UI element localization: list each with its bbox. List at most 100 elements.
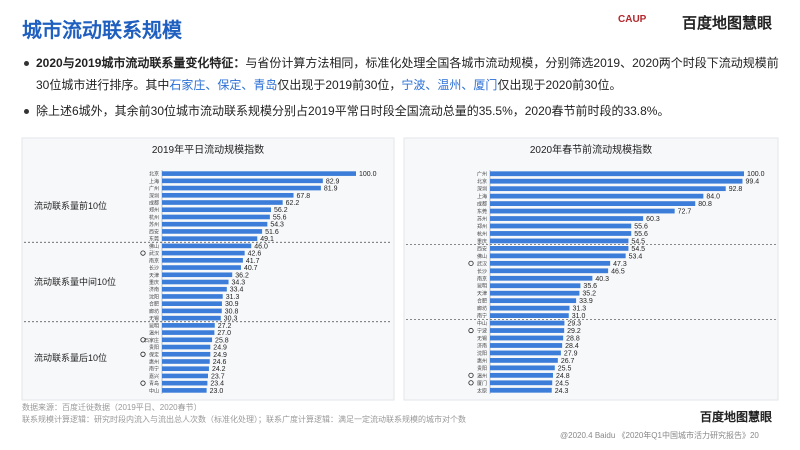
- category-label: 天津: [477, 290, 487, 297]
- value-label: 28.4: [565, 343, 579, 350]
- category-label: 南宁: [149, 366, 159, 373]
- category-label: 沈阳: [477, 350, 487, 357]
- category-label: 上海: [477, 193, 487, 200]
- bullet: 2020与2019城市流动联系量变化特征：与省份计算方法相同，标准化处理全国各城…: [22, 52, 782, 96]
- bar: [490, 343, 563, 348]
- value-label: 84.0: [706, 194, 720, 201]
- value-label: 31.0: [572, 313, 586, 320]
- bullet-text: 2020与2019城市流动联系量变化特征：: [36, 56, 246, 70]
- category-label: 长沙: [149, 265, 159, 272]
- bar: [490, 171, 744, 177]
- bar: [162, 243, 252, 249]
- category-label: 苏州: [477, 216, 487, 223]
- bar: [490, 358, 558, 363]
- value-label: 31.3: [573, 306, 587, 313]
- marker-circle: [140, 337, 146, 343]
- bar: [162, 359, 210, 364]
- category-label: 廊坊: [149, 308, 159, 315]
- value-label: 62.2: [286, 200, 300, 207]
- bar: [162, 330, 215, 335]
- bar: [490, 313, 569, 318]
- bar: [162, 272, 233, 278]
- value-label: 30.3: [224, 316, 238, 323]
- bar: [490, 365, 555, 371]
- bullet-text: 宁波、温州、厦门: [401, 78, 498, 92]
- category-label: 东莞: [149, 236, 159, 243]
- value-label: 67.8: [297, 193, 311, 200]
- marker-circle: [140, 351, 146, 357]
- bar: [490, 268, 609, 274]
- category-label: 贵阳: [477, 365, 487, 372]
- bar: [162, 265, 241, 270]
- value-label: 24.9: [213, 352, 227, 359]
- value-label: 46.5: [611, 268, 625, 275]
- category-label: 中山: [477, 320, 487, 327]
- category-label: 石家庄: [144, 337, 159, 344]
- category-label: 南京: [477, 275, 487, 282]
- category-label: 西安: [149, 228, 159, 235]
- bar: [490, 178, 743, 184]
- footer-logo: 百度地图慧眼: [700, 410, 773, 424]
- group-label: 流动联系量中间10位: [34, 276, 116, 287]
- category-label: 南京: [149, 257, 159, 264]
- value-label: 55.6: [634, 224, 648, 231]
- bar: [490, 193, 704, 199]
- bar: [490, 380, 553, 386]
- value-label: 81.9: [324, 186, 338, 193]
- group-label: 流动联系量前10位: [34, 200, 107, 211]
- bar: [490, 216, 644, 221]
- category-label: 嘉兴: [149, 373, 159, 380]
- value-label: 24.3: [555, 388, 569, 395]
- category-label: 合肥: [477, 298, 487, 305]
- category-label: 宁波: [477, 328, 487, 335]
- value-label: 29.2: [567, 328, 581, 335]
- value-label: 80.8: [698, 201, 712, 208]
- bar: [162, 294, 223, 299]
- value-label: 35.2: [582, 291, 596, 298]
- bullet-text: 仅出现于2020前30位。: [497, 78, 622, 92]
- category-label: 苏州: [149, 221, 159, 228]
- copyright: @2020.4 Baidu 《2020年Q1中国城市活力研究报告》20: [560, 431, 759, 440]
- bar: [490, 231, 632, 236]
- value-label: 40.3: [595, 276, 609, 283]
- bar: [490, 246, 629, 251]
- value-label: 30.9: [225, 301, 239, 308]
- category-label: 成都: [149, 200, 159, 207]
- value-label: 31.3: [226, 294, 240, 301]
- value-label: 55.6: [273, 214, 287, 221]
- category-label: 济南: [477, 342, 487, 349]
- value-label: 27.9: [564, 350, 578, 357]
- value-label: 27.0: [217, 330, 231, 337]
- value-label: 82.9: [326, 178, 340, 185]
- chart-title: 2020年春节前流动规模指数: [530, 143, 652, 156]
- bar: [162, 344, 211, 350]
- value-label: 60.3: [646, 216, 660, 223]
- bar: [162, 366, 209, 372]
- category-label: 深圳: [477, 186, 487, 193]
- bar: [490, 208, 675, 214]
- bar: [490, 201, 696, 206]
- bar: [162, 221, 268, 227]
- value-label: 24.2: [212, 366, 226, 373]
- value-label: 40.7: [244, 265, 258, 272]
- category-label: 合肥: [149, 301, 159, 308]
- value-label: 34.3: [232, 280, 246, 287]
- value-label: 41.7: [246, 258, 260, 265]
- bar: [162, 250, 245, 256]
- category-label: 昆明: [477, 284, 487, 290]
- value-label: 29.3: [567, 321, 581, 328]
- category-label: 厦门: [477, 380, 487, 387]
- bar: [162, 207, 272, 213]
- category-label: 太原: [477, 387, 487, 394]
- bar: [490, 298, 577, 304]
- value-label: 49.1: [260, 236, 274, 243]
- bar: [162, 171, 356, 176]
- bar: [490, 335, 564, 341]
- category-label: 上海: [149, 178, 159, 185]
- method-note: 联系规模计算逻辑：研究时段内流入与流出总人次数（标准化处理）；联系广度计算逻辑：…: [22, 415, 466, 424]
- category-label: 北京: [149, 171, 159, 178]
- marker-circle: [468, 380, 474, 386]
- value-label: 54.5: [631, 238, 645, 245]
- marker-circle: [468, 260, 474, 266]
- value-label: 27.2: [218, 323, 232, 330]
